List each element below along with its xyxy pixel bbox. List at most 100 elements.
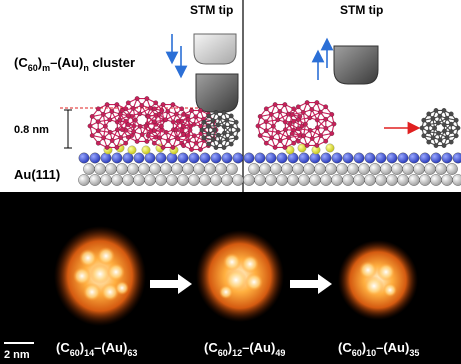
substrate-atom <box>138 163 150 175</box>
substrate-atom <box>160 163 172 175</box>
gold-adatom <box>141 145 151 155</box>
substrate-atom <box>144 152 156 164</box>
substrate-atom <box>325 163 337 175</box>
substrate-atom <box>441 174 453 186</box>
fullerene-cluster <box>87 96 461 155</box>
substrate-atom <box>430 174 442 186</box>
substrate-atom <box>226 163 238 175</box>
substrate-atom <box>232 174 244 186</box>
substrate-atom <box>441 152 453 164</box>
substrate-atom <box>364 174 376 186</box>
substrate-atom <box>259 163 271 175</box>
substrate-atom <box>303 163 315 175</box>
substrate-atom <box>276 152 288 164</box>
substrate-atom <box>166 152 178 164</box>
stm-cluster-image <box>196 230 284 322</box>
substrate-atom <box>155 152 167 164</box>
height-label: 0.8 nm <box>14 124 49 136</box>
substrate-atom <box>347 163 359 175</box>
substrate-atom <box>424 163 436 175</box>
arrow-up-icon <box>311 37 334 80</box>
substrate-atom <box>419 152 431 164</box>
cluster-label: (C60)m–(Au)n cluster <box>14 55 135 73</box>
substrate-atom <box>89 152 101 164</box>
substrate-atom <box>369 163 381 175</box>
substrate-atom <box>419 174 431 186</box>
c60-molecule <box>287 100 337 148</box>
stm-clusters <box>54 226 418 326</box>
substrate-atom <box>342 152 354 164</box>
substrate-atom <box>177 174 189 186</box>
substrate-atom <box>254 152 266 164</box>
gold-adatom <box>297 143 307 153</box>
cluster-label-3: (C60)10–(Au)35 <box>338 340 419 358</box>
stm-tip-right <box>333 45 379 85</box>
arrow-down-icon <box>165 34 188 79</box>
substrate-atom <box>281 163 293 175</box>
substrate-atom <box>149 163 161 175</box>
substrate-atom <box>435 163 447 175</box>
substrate-atom <box>100 174 112 186</box>
substrate-atom <box>133 174 145 186</box>
substrate-atom <box>83 163 95 175</box>
c60-molecule <box>419 108 461 148</box>
substrate-atom <box>127 163 139 175</box>
substrate-atom <box>452 174 461 186</box>
stm-cluster-image <box>54 226 146 326</box>
substrate-atom <box>215 163 227 175</box>
substrate-atom <box>171 163 183 175</box>
substrate-atom <box>248 163 260 175</box>
substrate-atom <box>353 152 365 164</box>
substrate-atom <box>89 174 101 186</box>
substrate-atom <box>397 174 409 186</box>
substrate-atom <box>78 174 90 186</box>
substrate-atom <box>144 174 156 186</box>
substrate-atom <box>413 163 425 175</box>
substrate-atom <box>287 152 299 164</box>
substrate-atom <box>100 152 112 164</box>
substrate-atom <box>342 174 354 186</box>
substrate-atom <box>386 152 398 164</box>
cluster-label-2: (C60)12–(Au)49 <box>204 340 285 358</box>
substrate-atom <box>320 152 332 164</box>
substrate-atom <box>155 174 167 186</box>
substrate-atom <box>375 152 387 164</box>
substrate-atom <box>133 152 145 164</box>
au-substrate <box>78 152 461 186</box>
substrate-atom <box>446 163 458 175</box>
substrate-atom <box>221 174 233 186</box>
arrow-right-icon <box>150 274 192 294</box>
substrate-atom <box>298 174 310 186</box>
substrate-atom <box>402 163 414 175</box>
substrate-atom <box>193 163 205 175</box>
substrate-atom <box>265 174 277 186</box>
substrate-atom <box>254 174 266 186</box>
gold-adatom <box>127 145 137 155</box>
substrate-atom <box>210 174 222 186</box>
substrate-atom <box>177 152 189 164</box>
substrate-atom <box>358 163 370 175</box>
substrate-atom <box>232 152 244 164</box>
substrate-atom <box>122 174 134 186</box>
substrate-atom <box>309 152 321 164</box>
substrate-atom <box>265 152 277 164</box>
substrate-atom <box>199 174 211 186</box>
substrate-atom <box>287 174 299 186</box>
substrate-atom <box>166 174 178 186</box>
substrate-atom <box>386 174 398 186</box>
substrate-atom <box>397 152 409 164</box>
substrate-atom <box>204 163 216 175</box>
substrate-atom <box>408 152 420 164</box>
substrate-atom <box>408 174 420 186</box>
substrate-atom <box>182 163 194 175</box>
substrate-atom <box>199 152 211 164</box>
substrate-atom <box>292 163 304 175</box>
substrate-atom <box>105 163 117 175</box>
substrate-atom <box>111 152 123 164</box>
substrate-atom <box>320 174 332 186</box>
substrate-atom <box>430 152 442 164</box>
substrate-atom <box>331 152 343 164</box>
substrate-atom <box>243 174 255 186</box>
stm-tip-label-left: STM tip <box>190 3 233 17</box>
substrate-atom <box>122 152 134 164</box>
